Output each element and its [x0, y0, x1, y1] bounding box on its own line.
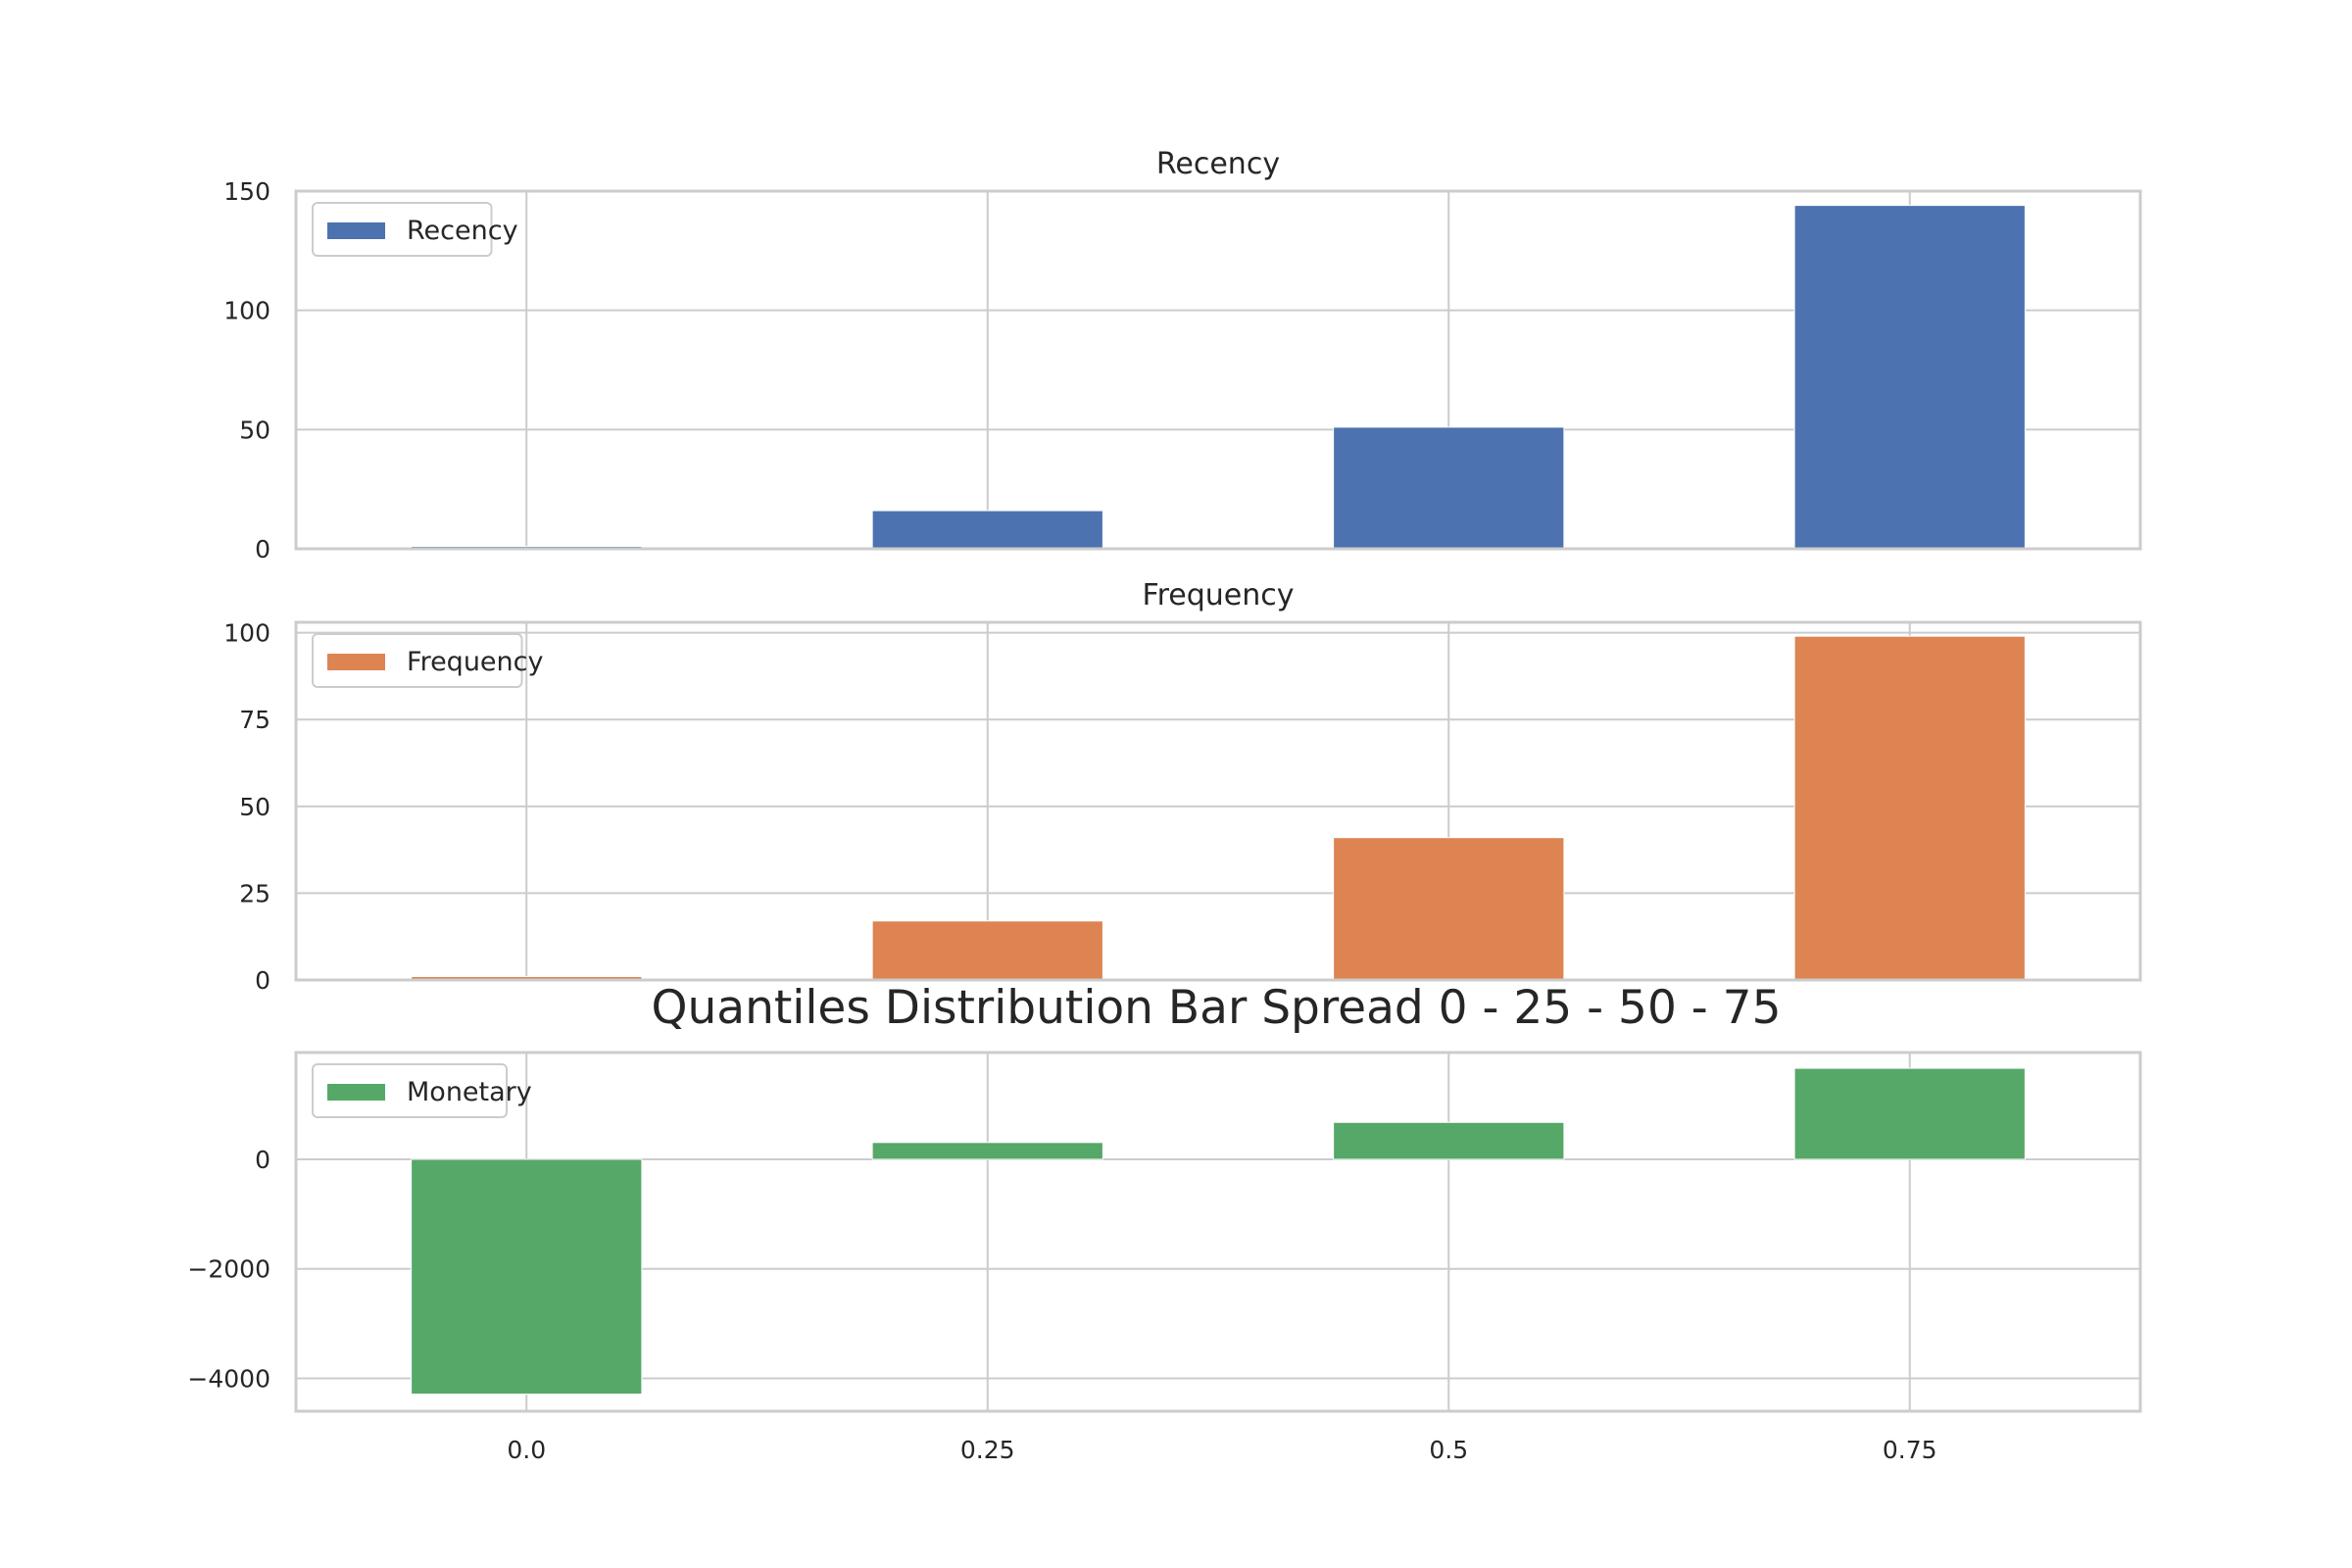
- x-tick-label: 0.0: [507, 1436, 546, 1464]
- legend-box: [312, 633, 523, 688]
- subplot-1: 0 50 100 150 Recency Recency: [223, 147, 2142, 564]
- bar-frequency-0-5: [1333, 837, 1565, 981]
- legend: Monetary: [312, 1063, 532, 1118]
- bar-recency-0-25: [871, 510, 1103, 550]
- axes-frame: [294, 620, 2142, 982]
- legend-label: Frequency: [407, 647, 544, 677]
- y-tick-label: 150: [223, 177, 270, 206]
- bar-monetary-0-0: [411, 1158, 643, 1396]
- axes-frame: [294, 189, 2142, 551]
- x-tick-label: 0.25: [960, 1436, 1015, 1464]
- bar-recency-0-5: [1333, 426, 1565, 550]
- y-tick-label: −4000: [187, 1364, 270, 1393]
- bar-monetary-0-5: [1333, 1121, 1565, 1160]
- bar-frequency-0-75: [1793, 635, 2026, 981]
- bar-recency-0-75: [1793, 205, 2026, 550]
- legend: Frequency: [312, 633, 544, 688]
- legend-swatch: [327, 654, 385, 670]
- legend-swatch: [327, 222, 385, 239]
- y-tick-label: 50: [239, 793, 270, 821]
- bar-monetary-0-25: [871, 1142, 1103, 1160]
- subplot-title: Frequency: [1143, 578, 1295, 612]
- legend: Recency: [312, 202, 518, 257]
- y-tick-label: 0: [255, 535, 270, 564]
- y-tick-label: 0: [255, 1146, 270, 1174]
- y-tick-label: 100: [223, 619, 270, 648]
- figure-suptitle: Quantiles Distribution Bar Spread 0 - 25…: [652, 981, 1782, 1035]
- legend-label: Recency: [407, 216, 518, 246]
- x-tick-label: 0.5: [1429, 1436, 1468, 1464]
- y-tick-label: 50: [239, 416, 270, 444]
- subplot-2: 0 25 50 75 100 Frequency Frequency: [223, 578, 2142, 995]
- bar-monetary-0-75: [1793, 1067, 2026, 1160]
- y-tick-label: 25: [239, 879, 270, 907]
- y-tick-label: 100: [223, 297, 270, 325]
- y-tick-label: −2000: [187, 1255, 270, 1284]
- legend-box: [312, 1063, 508, 1118]
- bar-frequency-0-25: [871, 920, 1103, 981]
- x-tick-label: 0.75: [1883, 1436, 1937, 1464]
- subplot-title: Recency: [1156, 147, 1280, 181]
- y-tick-label: 0: [255, 966, 270, 995]
- axes-frame: [294, 1051, 2142, 1413]
- legend-box: [312, 202, 493, 257]
- legend-label: Monetary: [407, 1077, 532, 1107]
- legend-swatch: [327, 1084, 385, 1101]
- subplot-3: −4000 −2000 0 0.0 0.25 0.5 0.75 Monetary: [187, 1051, 2142, 1464]
- y-tick-label: 75: [239, 706, 270, 734]
